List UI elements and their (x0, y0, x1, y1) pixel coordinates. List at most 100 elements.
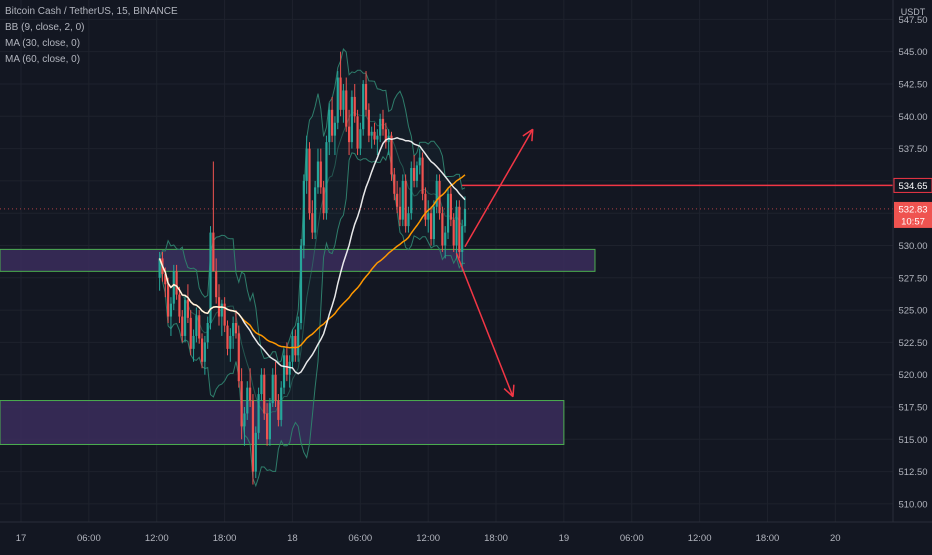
price-tick-9: 525.00 (898, 306, 927, 317)
candle-23 (223, 297, 226, 333)
legend-ma60[interactable]: MA (60, close, 0) (5, 54, 81, 65)
candle-body (311, 213, 314, 233)
time-tick-12: 20 (830, 533, 841, 544)
candle-36 (260, 368, 263, 401)
candle-body (212, 232, 215, 272)
candle-66 (345, 77, 348, 132)
candle-body (181, 316, 184, 336)
candle-body (175, 271, 178, 295)
candle-80 (384, 122, 387, 149)
arrow-head (531, 129, 534, 142)
candle-43 (280, 381, 283, 427)
arrow-head (522, 128, 534, 137)
candle-87 (404, 174, 407, 233)
time-tick-7: 18:00 (484, 533, 508, 544)
candle-body (362, 83, 365, 130)
candle-84 (396, 180, 399, 214)
candle-body (183, 299, 187, 336)
candle-body (345, 90, 348, 127)
candle-body (449, 193, 452, 220)
candle-body (268, 403, 272, 440)
candle-6 (175, 264, 178, 300)
candle-19 (212, 161, 215, 272)
candle-body (353, 96, 356, 117)
arrow-head (512, 384, 515, 397)
candle-89 (410, 161, 413, 220)
candle-body (373, 131, 376, 140)
candle-49 (297, 316, 300, 362)
candle-body (356, 116, 359, 149)
candle-65 (342, 83, 345, 123)
candle-4 (169, 297, 173, 336)
candle-body (291, 335, 294, 362)
candle-body (198, 315, 201, 339)
candle-107 (461, 219, 464, 272)
candle-20 (215, 258, 218, 304)
candle-body (234, 323, 238, 334)
candle-body (195, 315, 198, 336)
candle-105 (455, 200, 458, 259)
arrow-down (455, 252, 515, 398)
candle-body (446, 193, 450, 233)
candle-62 (333, 116, 337, 156)
candle-body (285, 355, 288, 375)
candle-body (381, 118, 385, 130)
price-tick-1: 545.00 (898, 47, 927, 58)
candle-28 (237, 325, 240, 388)
candle-body (452, 219, 455, 246)
candle-body (299, 245, 303, 324)
candle-5 (172, 264, 175, 311)
arrow-shaft (455, 252, 514, 397)
price-tick-0: 547.50 (898, 15, 927, 26)
legend-symbol[interactable]: Bitcoin Cash / TetherUS, 15, BINANCE (5, 6, 178, 17)
bb-lower (159, 150, 466, 488)
candle-body (390, 135, 393, 175)
candle-69 (353, 83, 356, 123)
candle-body (232, 323, 235, 336)
time-tick-9: 06:00 (620, 533, 644, 544)
candle-body (339, 77, 342, 110)
candle-91 (415, 161, 419, 188)
legend-ma30[interactable]: MA (30, close, 0) (5, 38, 81, 49)
candle-104 (452, 213, 455, 252)
candle-body (274, 374, 277, 401)
candle-15 (200, 333, 204, 369)
candle-body (220, 303, 223, 317)
candle-body (200, 338, 204, 362)
candle-body (226, 325, 229, 349)
candle-body (444, 232, 447, 246)
candle-93 (421, 152, 424, 201)
candle-body (376, 135, 379, 140)
candle-101 (444, 226, 447, 259)
candle-108 (463, 196, 467, 233)
candle-35 (257, 387, 260, 440)
candle-body (421, 157, 424, 194)
candle-body (463, 208, 467, 227)
candle-55 (314, 180, 317, 240)
candle-body (271, 374, 274, 404)
candle-92 (418, 148, 421, 175)
legend-bb[interactable]: BB (9, close, 2, 0) (5, 22, 85, 33)
time-tick-1: 06:00 (77, 533, 101, 544)
last-price-label: 532.83 (898, 204, 927, 215)
candle-body (407, 213, 410, 227)
candle-58 (322, 180, 325, 220)
candle-90 (413, 155, 416, 188)
candle-body (314, 187, 317, 233)
candle-body (240, 381, 243, 427)
candle-12 (192, 329, 195, 362)
price-axis[interactable]: USDT547.50545.00542.50540.00537.50535.00… (892, 0, 932, 550)
arrow-up (464, 128, 534, 248)
candle-body (186, 299, 190, 318)
candle-body (277, 400, 280, 420)
candle-body (429, 213, 433, 240)
time-axis[interactable]: 17 06:00 12:00 18:00 18 06:00 12:00 18:00 19 06:0… (0, 521, 932, 544)
price-tick-10: 522.50 (898, 338, 927, 349)
candle-86 (401, 174, 404, 227)
last-price-countdown: 10:57 (901, 216, 925, 227)
candle-47 (291, 329, 294, 369)
candle-body (328, 109, 331, 143)
candle-body (336, 77, 339, 123)
